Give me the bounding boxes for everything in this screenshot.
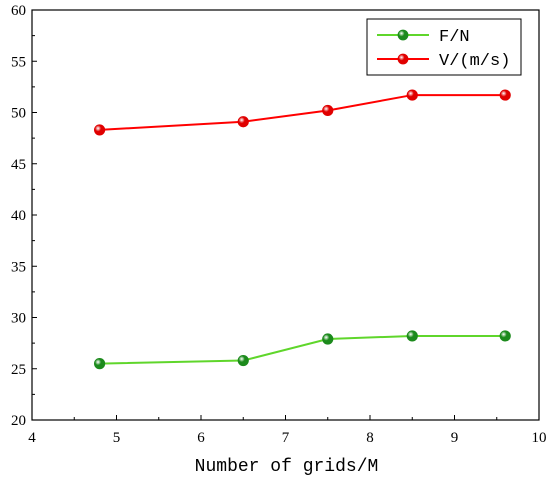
y-axis: 20 25 30 35 40 45 50 55 60 — [11, 3, 37, 429]
x-tick-label: 5 — [113, 430, 121, 446]
y-tick-label: 40 — [11, 208, 26, 224]
data-point — [406, 330, 418, 342]
x-tick-label: 8 — [366, 430, 374, 446]
x-tick-label: 10 — [532, 430, 547, 446]
y-tick-label: 20 — [11, 413, 26, 429]
series-layer — [94, 89, 511, 370]
legend-label: V/(m/s) — [439, 52, 510, 71]
data-point — [499, 330, 511, 342]
data-point — [499, 89, 511, 101]
data-point — [237, 116, 249, 128]
y-tick-label: 30 — [11, 311, 26, 327]
legend-marker — [397, 53, 409, 65]
y-tick-label: 60 — [11, 3, 26, 19]
x-axis-title: Number of grids/M — [195, 457, 379, 477]
x-tick-label: 6 — [197, 430, 205, 446]
legend: F/N V/(m/s) — [366, 18, 522, 76]
y-tick-label: 45 — [11, 157, 26, 173]
y-tick-label: 55 — [11, 54, 26, 70]
x-tick-label: 7 — [282, 430, 290, 446]
data-point — [237, 354, 249, 367]
x-tick-label: 4 — [28, 430, 36, 446]
y-tick-label: 25 — [11, 362, 26, 378]
data-point — [94, 124, 106, 136]
legend-marker — [397, 29, 409, 41]
legend-box — [366, 18, 522, 76]
series-line — [99, 94, 506, 131]
y-tick-label: 35 — [11, 259, 26, 275]
y-tick-label: 50 — [11, 106, 26, 122]
data-point — [322, 104, 334, 117]
x-axis: 4 5 6 7 8 9 10 — [28, 415, 547, 446]
data-point — [94, 358, 106, 370]
data-point — [322, 333, 334, 345]
series-line — [99, 334, 506, 365]
x-tick-label: 9 — [451, 430, 459, 446]
data-point — [406, 89, 418, 101]
legend-label: F/N — [439, 28, 470, 47]
